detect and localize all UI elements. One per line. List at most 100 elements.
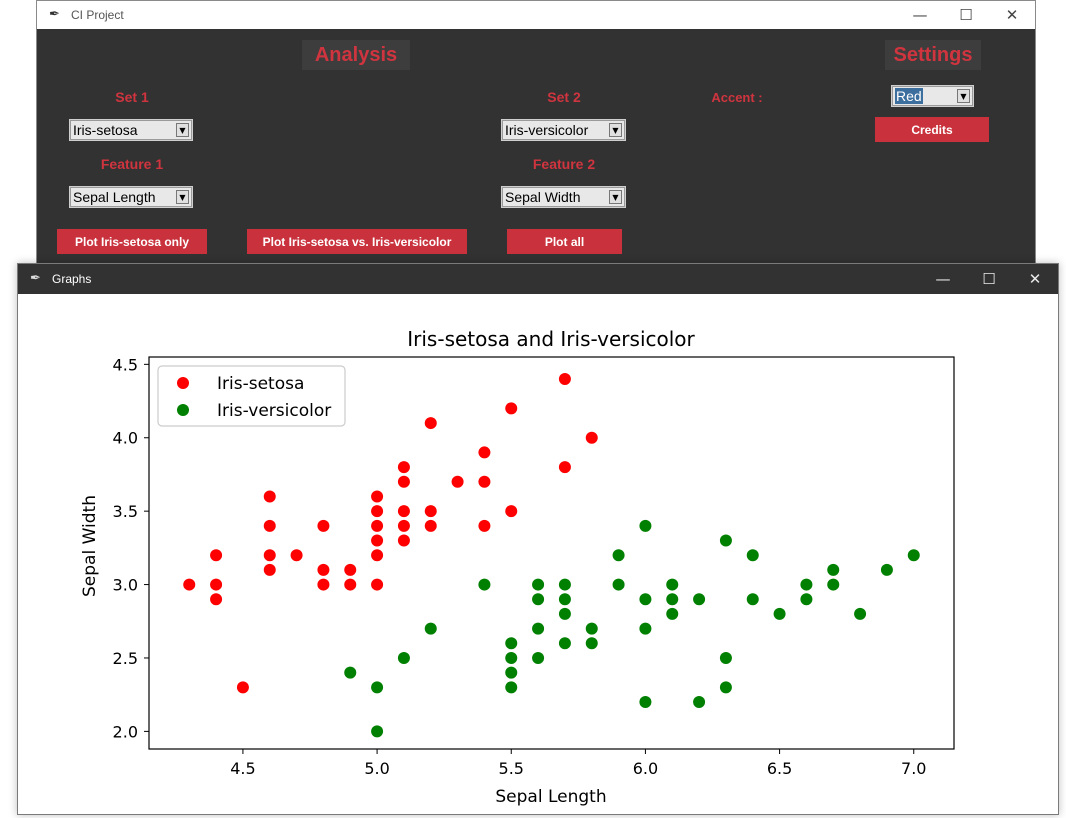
chevron-down-icon[interactable]: ▼ (957, 89, 970, 103)
data-point (827, 563, 840, 576)
plot-all-button[interactable]: Plot all (507, 229, 622, 254)
feature1-select-value: Sepal Length (73, 189, 156, 205)
x-tick-label: 4.5 (230, 759, 255, 778)
chevron-down-icon[interactable]: ▼ (609, 190, 622, 204)
data-point (612, 549, 625, 562)
y-tick-label: 3.5 (113, 502, 138, 521)
settings-heading: Settings (885, 40, 981, 70)
data-point (183, 578, 196, 591)
chevron-down-icon[interactable]: ▼ (176, 190, 189, 204)
data-point (263, 563, 276, 576)
data-point (478, 519, 491, 532)
plot-setosa-only-button[interactable]: Plot Iris-setosa only (57, 229, 207, 254)
data-point (397, 651, 410, 664)
data-point (585, 637, 598, 650)
data-point (532, 593, 545, 606)
set1-label: Set 1 (115, 89, 149, 105)
data-point (451, 475, 464, 488)
close-button[interactable]: ✕ (1028, 270, 1042, 288)
data-point (397, 519, 410, 532)
data-point (800, 578, 813, 591)
data-point (639, 696, 652, 709)
data-point (693, 593, 706, 606)
close-button[interactable]: ✕ (1005, 6, 1019, 24)
data-point (210, 593, 223, 606)
data-point (344, 578, 357, 591)
data-point (880, 563, 893, 576)
data-point (344, 666, 357, 679)
data-point (397, 505, 410, 518)
accent-label: Accent : (711, 90, 763, 105)
data-point (478, 475, 491, 488)
data-point (639, 622, 652, 635)
axis-ticks: 4.5 5.0 5.5 6.0 6.5 7.0 2.0 2.5 3.0 3.5 4.0 4.5 (113, 355, 927, 778)
accent-select[interactable]: Red ▼ (891, 85, 974, 107)
data-point (854, 607, 867, 620)
y-tick-label: 2.5 (113, 649, 138, 668)
graphs-window: ✒ Graphs — ☐ ✕ Iris-setosa and Iris-vers… (17, 263, 1059, 815)
y-tick-label: 2.0 (113, 722, 138, 741)
credits-button[interactable]: Credits (875, 117, 989, 142)
data-point (263, 490, 276, 503)
data-point (236, 681, 249, 694)
data-points (183, 373, 920, 738)
data-point (371, 725, 384, 738)
series-iris-setosa (183, 373, 598, 694)
data-point (719, 681, 732, 694)
chevron-down-icon[interactable]: ▼ (609, 123, 622, 137)
data-point (558, 578, 571, 591)
graphs-window-controls: — ☐ ✕ (920, 264, 1058, 292)
feature1-select[interactable]: Sepal Length ▼ (69, 186, 193, 208)
set1-select-value: Iris-setosa (73, 122, 138, 138)
plot-setosa-vs-versicolor-button[interactable]: Plot Iris-setosa vs. Iris-versicolor (247, 229, 467, 254)
data-point (371, 505, 384, 518)
data-point (558, 373, 571, 386)
data-point (371, 578, 384, 591)
data-point (505, 402, 518, 415)
data-point (532, 578, 545, 591)
data-point (719, 651, 732, 664)
feather-icon: ✒ (30, 271, 41, 286)
data-point (585, 431, 598, 444)
minimize-button[interactable]: — (935, 270, 951, 288)
graphs-window-title: Graphs (52, 272, 92, 286)
data-point (397, 534, 410, 547)
set2-label: Set 2 (547, 89, 581, 105)
feature2-select[interactable]: Sepal Width ▼ (501, 186, 626, 208)
control-panel: Analysis Settings Set 1 Set 2 Accent : I… (37, 29, 1035, 269)
data-point (505, 505, 518, 518)
data-point (907, 549, 920, 562)
data-point (424, 417, 437, 430)
set1-select[interactable]: Iris-setosa ▼ (69, 119, 193, 141)
legend-label: Iris-versicolor (217, 401, 331, 421)
minimize-button[interactable]: — (912, 6, 928, 24)
chart-legend: Iris-setosa Iris-versicolor (157, 365, 346, 427)
set2-select[interactable]: Iris-versicolor ▼ (501, 119, 626, 141)
data-point (800, 593, 813, 606)
series-iris-versicolor (344, 519, 920, 738)
graphs-titlebar[interactable]: ✒ Graphs — ☐ ✕ (18, 264, 1058, 294)
plot-frame (148, 356, 955, 750)
data-point (317, 578, 330, 591)
data-point (371, 534, 384, 547)
data-point (424, 622, 437, 635)
main-window-controls: — ☐ ✕ (897, 1, 1035, 29)
data-point (505, 681, 518, 694)
x-axis-label: Sepal Length (495, 787, 606, 807)
data-point (505, 637, 518, 650)
chevron-down-icon[interactable]: ▼ (176, 123, 189, 137)
x-tick-label: 7.0 (901, 759, 926, 778)
legend-marker (177, 377, 189, 389)
data-point (344, 563, 357, 576)
data-point (558, 637, 571, 650)
data-point (585, 622, 598, 635)
y-tick-label: 3.0 (113, 576, 138, 595)
data-point (558, 607, 571, 620)
data-point (290, 549, 303, 562)
maximize-button[interactable]: ☐ (982, 270, 996, 288)
y-tick-label: 4.0 (113, 429, 138, 448)
main-titlebar[interactable]: ✒ CI Project — ☐ ✕ (37, 1, 1035, 29)
data-point (371, 519, 384, 532)
accent-select-value: Red (895, 88, 923, 104)
maximize-button[interactable]: ☐ (959, 6, 973, 24)
